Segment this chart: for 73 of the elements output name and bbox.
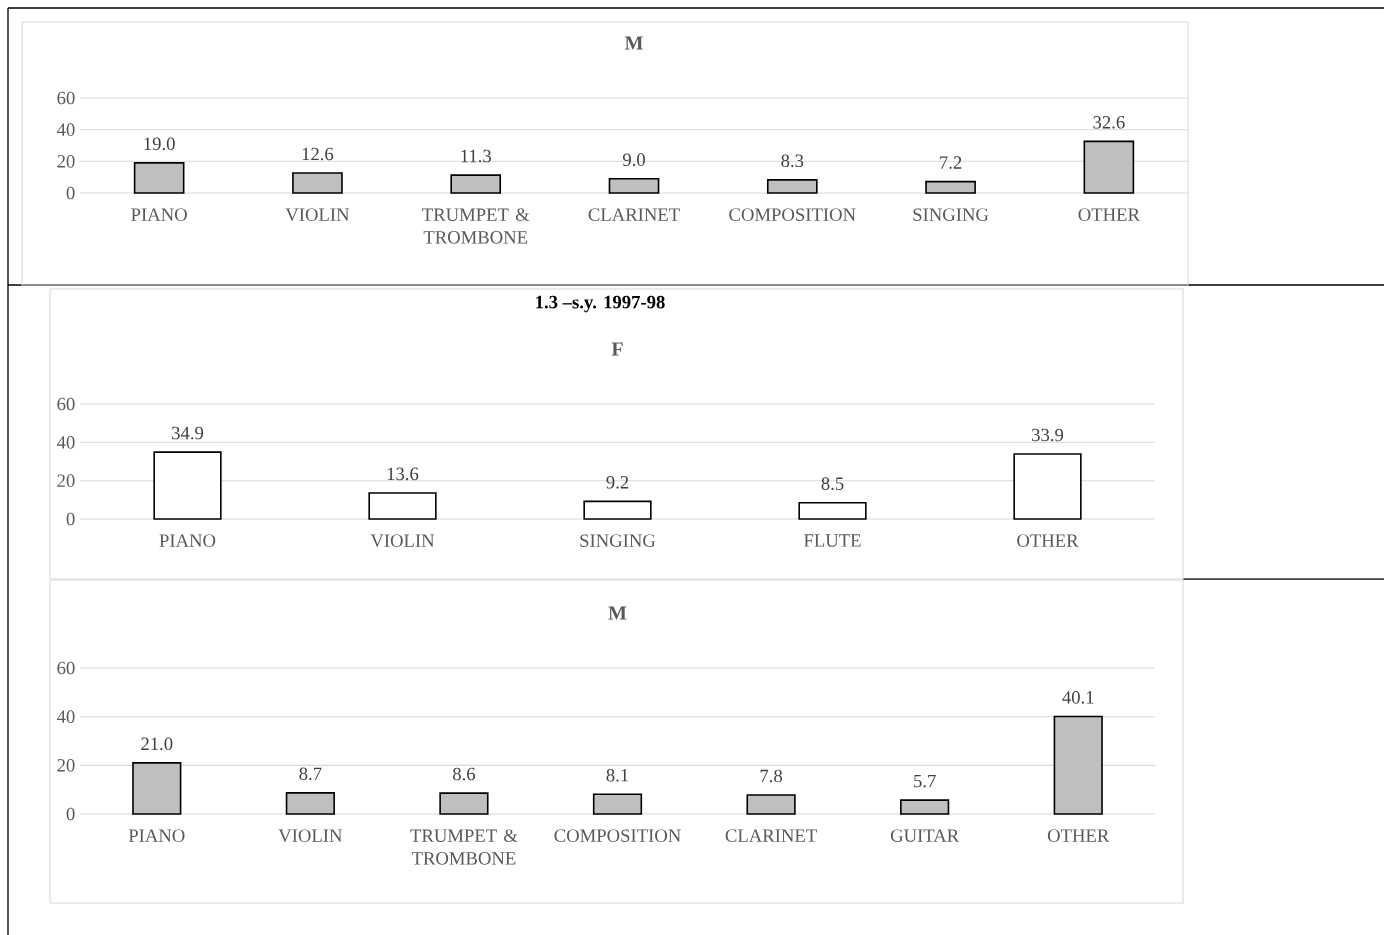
y-tick-label: 60	[57, 91, 75, 105]
data-label: 12.6	[302, 147, 334, 161]
bar	[1083, 140, 1135, 194]
x-tick-label: VIOLIN	[285, 208, 350, 222]
y-tick-label: 20	[57, 474, 75, 487]
bar	[368, 492, 437, 520]
bar	[925, 180, 976, 194]
bar	[1053, 715, 1103, 815]
data-label: 21.0	[141, 737, 173, 751]
bar	[292, 172, 343, 194]
x-tick-label: COMPOSITION	[729, 208, 856, 221]
x-tick-label: TRUMPET & TROMBONE	[422, 208, 530, 244]
x-tick-label: OTHER	[1047, 829, 1110, 842]
chart-title: M	[624, 36, 643, 50]
data-label: 8.7	[299, 767, 322, 781]
bar	[746, 794, 796, 815]
x-tick-label: FLUTE	[804, 534, 861, 547]
bar	[608, 177, 660, 194]
x-tick-label: OTHER	[1017, 534, 1079, 547]
chart-title: F	[611, 342, 623, 356]
x-tick-label: CLARINET	[725, 829, 817, 842]
x-tick-label: GUITAR	[890, 829, 960, 842]
data-label: 32.6	[1093, 116, 1125, 129]
bar	[900, 799, 950, 815]
bar	[285, 792, 335, 815]
bar	[1013, 453, 1082, 520]
y-tick-label: 20	[57, 759, 75, 772]
bar	[592, 793, 643, 815]
data-label: 8.5	[821, 477, 844, 491]
y-tick-label: 0	[66, 186, 75, 200]
data-label: 40.1	[1062, 691, 1094, 704]
data-label: 5.7	[914, 774, 936, 788]
bar	[132, 762, 182, 815]
y-tick-label: 0	[66, 512, 75, 526]
bar	[439, 792, 489, 815]
bar	[133, 162, 185, 194]
bar	[798, 501, 867, 520]
data-label: 8.3	[781, 154, 804, 168]
data-label: 33.9	[1032, 428, 1064, 442]
data-label: 9.0	[622, 153, 645, 167]
bar	[153, 451, 222, 520]
x-tick-label: SINGING	[913, 208, 989, 221]
x-tick-label: SINGING	[580, 534, 656, 547]
x-tick-label: PIANO	[159, 534, 216, 547]
x-tick-label: OTHER	[1078, 208, 1140, 221]
data-label: 34.9	[172, 426, 204, 440]
data-label: 8.6	[452, 767, 476, 781]
data-label: 7.8	[760, 769, 783, 783]
y-tick-label: 40	[56, 436, 75, 449]
x-tick-label: TRUMPET & TROMBONE	[410, 829, 518, 865]
bar	[583, 500, 652, 520]
x-tick-label: VIOLIN	[370, 534, 435, 548]
data-label: 9.2	[606, 476, 629, 489]
x-tick-label: VIOLIN	[278, 829, 343, 843]
text: 1.3 –s.y. 1997-98	[536, 295, 665, 313]
y-tick-label: 0	[66, 807, 75, 821]
y-tick-label: 60	[57, 397, 75, 411]
y-tick-label: 60	[57, 661, 75, 675]
data-label: 8.1	[606, 768, 629, 782]
data-label: 7.2	[940, 156, 962, 169]
data-label: 13.6	[387, 467, 419, 481]
bar	[766, 179, 818, 194]
bar	[450, 174, 502, 194]
x-tick-label: CLARINET	[588, 208, 680, 221]
data-label: 11.3	[461, 149, 491, 163]
x-tick-label: PIANO	[128, 829, 185, 842]
y-tick-label: 20	[57, 155, 75, 168]
x-tick-label: PIANO	[131, 208, 187, 221]
y-tick-label: 40	[56, 710, 75, 723]
chart-title: M	[608, 606, 627, 620]
y-tick-label: 40	[56, 123, 75, 136]
data-label: 19.0	[144, 137, 175, 151]
x-tick-label: COMPOSITION	[554, 829, 681, 842]
